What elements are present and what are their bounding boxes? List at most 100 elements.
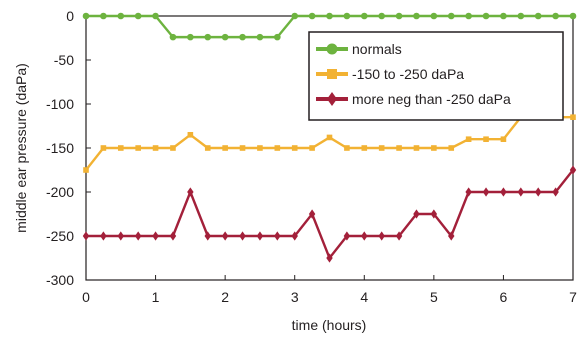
data-point-severe	[482, 187, 490, 197]
y-axis-title: middle ear pressure (daPa)	[13, 63, 29, 233]
data-point-moderate	[117, 145, 124, 151]
legend-marker-severe	[327, 92, 337, 106]
data-point-moderate	[152, 145, 159, 151]
series-moderate	[83, 114, 576, 173]
data-point-moderate	[170, 145, 176, 151]
data-point-severe	[239, 231, 246, 241]
y-tick-label: -250	[46, 228, 74, 244]
data-point-moderate	[135, 145, 141, 151]
data-point-moderate	[222, 145, 228, 151]
data-point-normals	[343, 12, 351, 20]
y-tick-label: 0	[66, 8, 74, 24]
legend-box	[308, 31, 564, 121]
data-point-normals	[360, 12, 368, 20]
data-point-severe	[326, 253, 333, 263]
data-point-moderate	[361, 145, 368, 151]
data-point-moderate	[309, 145, 315, 151]
data-point-severe	[500, 187, 507, 197]
data-point-normals	[82, 12, 90, 20]
data-point-moderate	[274, 145, 281, 151]
data-point-severe	[534, 187, 542, 197]
data-point-moderate	[257, 145, 263, 151]
data-point-normals	[430, 12, 438, 20]
legend-label-normals: normals	[352, 41, 402, 57]
data-point-normals	[152, 12, 159, 20]
data-point-normals	[500, 12, 507, 20]
data-point-severe	[221, 231, 229, 241]
legend: normals -150 to -250 daPa more neg than …	[308, 31, 564, 121]
data-point-severe	[291, 231, 298, 241]
data-point-severe	[343, 231, 351, 241]
data-point-moderate	[344, 145, 350, 151]
y-tick-label: -200	[46, 184, 74, 200]
data-point-moderate	[396, 145, 402, 151]
x-tick-label: 0	[82, 289, 90, 305]
data-point-moderate	[187, 132, 194, 138]
data-point-severe	[395, 231, 403, 241]
data-point-normals	[447, 12, 455, 20]
data-point-moderate	[239, 145, 246, 151]
data-point-severe	[517, 187, 525, 197]
data-point-moderate	[431, 145, 437, 151]
data-point-moderate	[570, 114, 576, 120]
data-point-severe	[448, 231, 455, 241]
data-point-normals	[256, 33, 264, 41]
data-point-normals	[169, 33, 177, 41]
data-point-severe	[169, 231, 177, 241]
data-point-moderate	[291, 145, 298, 151]
legend-marker-moderate	[327, 69, 337, 79]
data-point-normals	[308, 12, 316, 20]
data-point-normals	[239, 33, 246, 41]
data-point-moderate	[413, 145, 420, 151]
x-tick-label: 3	[291, 289, 299, 305]
data-point-severe	[274, 231, 281, 241]
x-tick-label: 5	[430, 289, 438, 305]
data-point-normals	[395, 12, 403, 20]
y-tick-label: -100	[46, 96, 74, 112]
legend-label-severe: more neg than -250 daPa	[352, 91, 511, 107]
data-point-normals	[221, 33, 229, 41]
y-tick-label: -300	[46, 272, 74, 288]
data-point-moderate	[483, 136, 489, 142]
data-point-severe	[152, 231, 159, 241]
y-tick-label: -50	[54, 52, 74, 68]
series-line-moderate	[85, 115, 573, 171]
data-point-normals	[204, 33, 212, 41]
data-point-normals	[326, 12, 333, 20]
series-severe	[82, 165, 577, 263]
data-point-moderate	[326, 134, 333, 141]
data-point-severe	[204, 231, 211, 241]
data-point-severe	[465, 187, 472, 197]
x-tick-label: 7	[569, 289, 577, 305]
data-point-moderate	[204, 145, 211, 151]
data-point-normals	[117, 12, 125, 20]
axis-ticks: 0 1 2 3 4 5 6 7 0 -50 -100 -150 -200 -250 -300	[46, 8, 577, 305]
x-tick-label: 4	[360, 289, 368, 305]
data-point-normals	[569, 12, 577, 20]
data-point-normals	[274, 33, 281, 41]
data-point-normals	[517, 12, 525, 20]
data-point-severe	[256, 231, 264, 241]
y-tick-label: -150	[46, 140, 74, 156]
data-point-severe	[187, 187, 194, 197]
data-point-normals	[378, 12, 385, 20]
data-point-severe	[134, 231, 142, 241]
data-point-normals	[291, 12, 299, 20]
data-point-severe	[413, 209, 420, 219]
data-point-normals	[413, 12, 420, 20]
data-point-severe	[361, 231, 368, 241]
series-line-severe	[86, 169, 574, 260]
data-point-normals	[100, 12, 107, 20]
legend-label-moderate: -150 to -250 daPa	[352, 66, 464, 82]
legend-marker-normals	[326, 43, 338, 55]
data-point-normals	[134, 12, 142, 20]
data-point-moderate	[83, 167, 89, 173]
x-tick-label: 1	[152, 289, 160, 305]
data-point-normals	[534, 12, 542, 20]
data-point-severe	[552, 187, 559, 197]
data-point-severe	[82, 231, 90, 241]
x-tick-label: 2	[221, 289, 229, 305]
x-axis-title: time (hours)	[292, 317, 367, 333]
series-lines	[82, 12, 577, 263]
